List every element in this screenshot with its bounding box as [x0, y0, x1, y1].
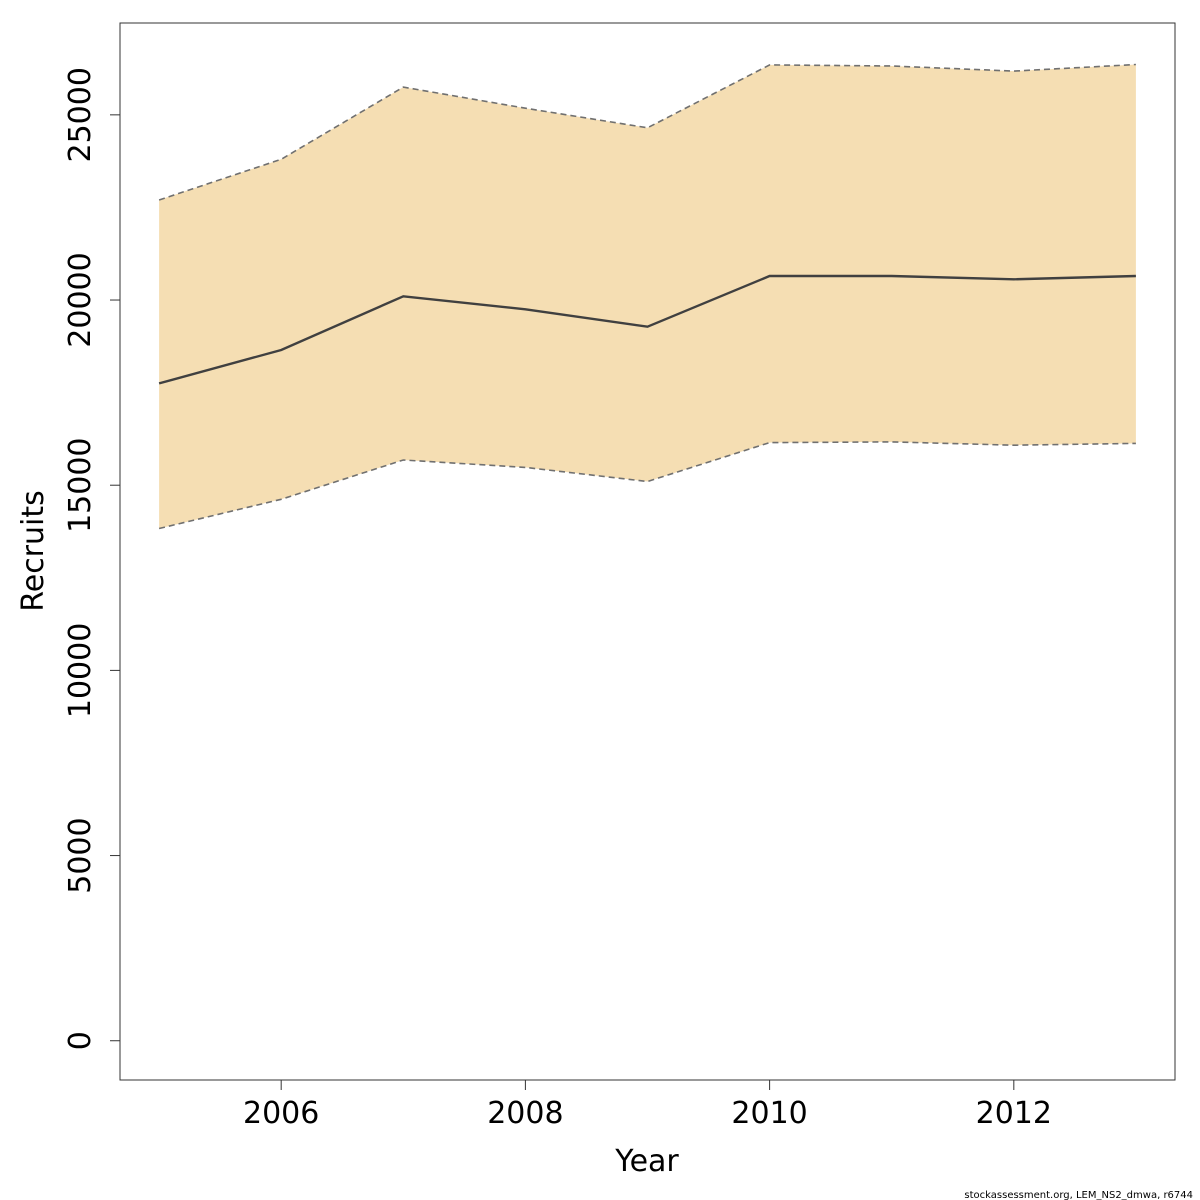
y-tick-label: 10000 [63, 623, 98, 718]
confidence-band [159, 64, 1136, 529]
y-tick-label: 0 [63, 1031, 98, 1050]
estimate-line [158, 274, 1136, 385]
y-tick-label: 20000 [63, 252, 98, 347]
y-axis-title: Recruits [16, 490, 51, 612]
y-tick-label: 25000 [63, 67, 98, 162]
x-axis-title: Year [614, 1144, 679, 1179]
x-tick-label: 2008 [487, 1096, 563, 1131]
upper-bound-line [158, 63, 1136, 201]
x-tick-label: 2012 [976, 1096, 1052, 1131]
x-tick-label: 2006 [243, 1096, 319, 1131]
lower-bound-line [158, 441, 1136, 530]
x-tick-label: 2010 [731, 1096, 807, 1131]
plot-area [158, 63, 1136, 530]
y-tick-label: 5000 [63, 817, 98, 893]
x-axis: 2006 2008 2010 2012 [243, 1079, 1052, 1131]
y-tick-label: 15000 [63, 437, 98, 532]
footnote: stockassessment.org, LEM_NS2_dmwa, r6744 [964, 1190, 1193, 1200]
y-axis: 0 5000 10000 15000 20000 25000 [63, 67, 121, 1050]
